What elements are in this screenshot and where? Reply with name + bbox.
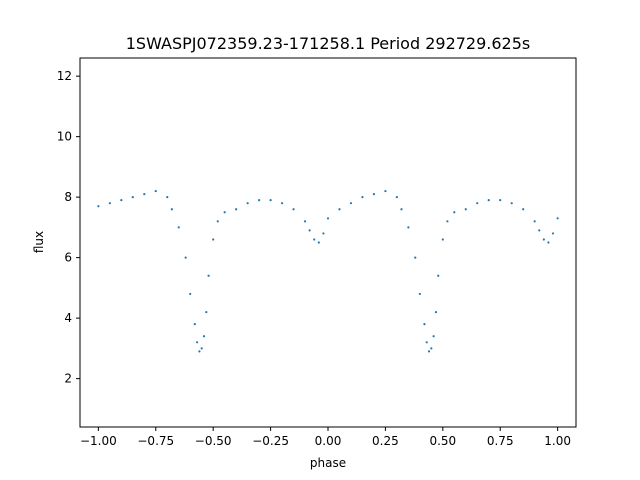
data-point (120, 199, 123, 202)
data-point (361, 196, 364, 199)
data-point (108, 202, 111, 205)
y-tick-label: 10 (57, 130, 72, 144)
data-point (317, 241, 320, 244)
data-point (184, 256, 187, 259)
data-point (154, 189, 157, 193)
data-point (430, 347, 433, 350)
data-point (166, 196, 169, 199)
x-tick-label: 0.50 (429, 434, 456, 448)
data-point (427, 350, 431, 353)
data-point (189, 292, 192, 296)
y-tick-label: 2 (64, 372, 72, 386)
data-point (407, 226, 410, 229)
data-point (246, 202, 249, 205)
y-tick-label: 6 (64, 251, 72, 265)
data-point (292, 208, 295, 211)
data-point (170, 208, 173, 211)
data-point (395, 196, 398, 199)
data-point (196, 341, 199, 344)
y-tick-label: 12 (57, 69, 72, 83)
data-point (400, 208, 403, 211)
data-point (487, 199, 490, 202)
scatter-points (97, 189, 559, 353)
x-tick-label: 1.00 (544, 434, 571, 448)
data-point (258, 199, 261, 202)
x-tick-label: −1.00 (80, 434, 117, 448)
data-point (384, 189, 387, 193)
data-point (280, 202, 284, 205)
data-point (269, 199, 272, 202)
data-point (322, 232, 325, 235)
data-point (437, 274, 440, 277)
data-point (522, 208, 525, 211)
data-point (551, 232, 555, 235)
data-point (200, 347, 203, 350)
data-point (464, 208, 467, 211)
x-tick-label: −0.50 (195, 434, 232, 448)
plot-frame (79, 57, 577, 428)
y-tick-label: 4 (64, 311, 72, 325)
data-point (308, 229, 311, 232)
x-tick-label: 0.75 (487, 434, 514, 448)
data-point (313, 238, 316, 241)
data-point (198, 350, 201, 353)
data-point (510, 202, 513, 205)
data-point (414, 256, 417, 259)
data-point (216, 220, 219, 223)
data-point (423, 323, 426, 326)
x-axis-label: phase (310, 456, 346, 470)
y-axis-label: flux (32, 231, 46, 253)
y-tick-label: 8 (64, 190, 72, 204)
data-point (425, 341, 428, 344)
data-point (538, 229, 541, 232)
data-point (143, 193, 146, 196)
x-tick-label: 0.00 (315, 434, 342, 448)
data-point (338, 208, 341, 211)
data-point (418, 292, 421, 296)
data-point (446, 220, 449, 223)
data-point (131, 196, 134, 199)
x-axis: −1.00 −0.75 −0.50 −0.25 0.00 0.25 0.50 0.75 1.00 (80, 427, 571, 448)
data-point (476, 202, 479, 205)
data-point (372, 193, 376, 196)
data-point (212, 238, 215, 241)
data-point (349, 202, 353, 205)
data-point (235, 208, 238, 211)
data-point (547, 241, 550, 244)
x-tick-label: −0.25 (252, 434, 289, 448)
x-tick-label: 0.25 (372, 434, 399, 448)
x-tick-label: −0.75 (137, 434, 174, 448)
data-point (223, 211, 226, 214)
data-point (453, 211, 456, 214)
data-point (202, 335, 206, 338)
data-point (432, 335, 435, 338)
data-point (542, 238, 545, 241)
data-point (205, 310, 208, 314)
chart-title: 1SWASPJ072359.23-171258.1 Period 292729.… (126, 34, 531, 53)
data-point (207, 274, 210, 277)
data-point (303, 220, 307, 223)
data-point (499, 199, 502, 202)
data-point (177, 226, 180, 229)
data-point (533, 220, 536, 223)
data-point (97, 205, 100, 208)
data-point (434, 310, 438, 314)
data-point (556, 217, 559, 220)
data-point (441, 238, 444, 241)
y-axis: 2 4 6 8 10 12 (57, 69, 80, 386)
data-point (326, 217, 330, 220)
data-point (193, 323, 196, 326)
